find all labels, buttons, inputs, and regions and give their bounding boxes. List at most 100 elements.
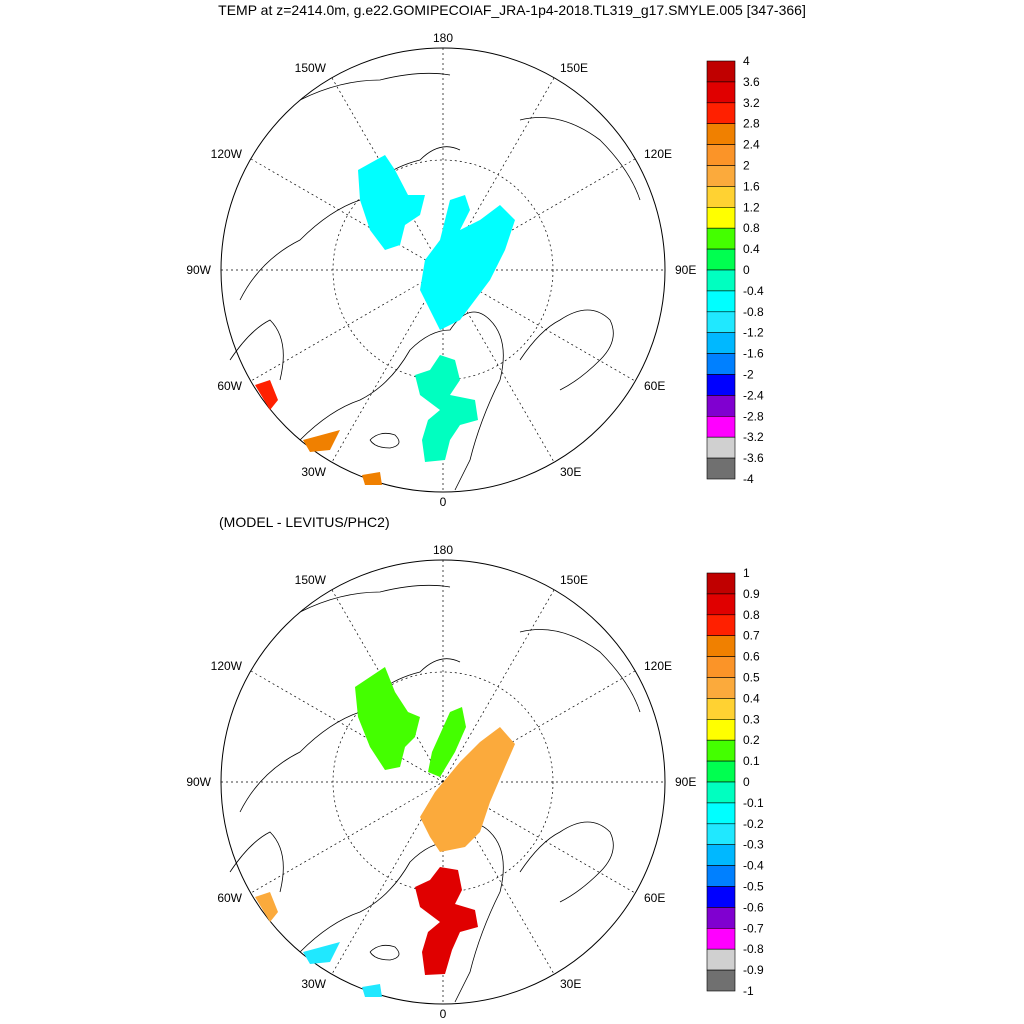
lon-label-90e: 90E xyxy=(675,263,696,277)
lon-label-180: 180 xyxy=(433,31,453,45)
field-region-beaufort xyxy=(358,155,425,250)
colorbar-label: 0.2 xyxy=(743,733,760,747)
colorbar-swatch xyxy=(706,635,736,657)
colorbar-label: -3.2 xyxy=(743,430,764,444)
colorbar-swatch xyxy=(706,374,736,396)
lon-label-60w: 60W xyxy=(217,379,242,393)
colorbar-label: -0.4 xyxy=(743,859,764,873)
coastlines xyxy=(229,72,641,491)
colorbar-label: 0.4 xyxy=(743,691,760,705)
diff-region-eurasian-basin xyxy=(420,727,515,852)
lon-label-150w: 150W xyxy=(295,61,327,75)
lon-labels: 180 0 90W 90E 150W 150E 120W 120E 60W 60… xyxy=(186,31,696,509)
colorbar-label: 0.8 xyxy=(743,221,760,235)
colorbar-swatch xyxy=(706,248,736,271)
colorbar-swatch xyxy=(706,886,736,908)
colorbar-label: 0.8 xyxy=(743,608,760,622)
field-region-eurasian-basin xyxy=(420,195,515,330)
lon-labels: 180 0 90W 90E 150W 150E 120W 120E 60W 60… xyxy=(186,543,696,1021)
diff-region-lomonosov xyxy=(428,707,466,777)
colorbar-swatch xyxy=(706,907,736,929)
diff-region-norwegian xyxy=(362,984,382,997)
colorbar-label: 2.4 xyxy=(743,138,760,152)
colorbar-label: -1.6 xyxy=(743,347,764,361)
lon-label-90w: 90W xyxy=(186,263,211,277)
colorbar-swatch xyxy=(706,144,736,166)
colorbar-swatch xyxy=(706,123,736,145)
colorbar-label: 0.7 xyxy=(743,629,760,643)
lon-label-30w: 30W xyxy=(301,465,326,479)
colorbar-swatch xyxy=(706,823,736,845)
lon-label-60e: 60E xyxy=(644,379,665,393)
diff-region-labrador xyxy=(255,892,278,922)
colorbar-swatch xyxy=(706,395,736,417)
colorbar-label: -2.8 xyxy=(743,409,764,423)
map-title: TEMP at z=2414.0m, g.e22.GOMIPECOIAF_JRA… xyxy=(218,2,806,18)
polar-map-bottom: 180 0 90W 90E 150W 150E 120W 120E 60W 60… xyxy=(186,543,764,1021)
colorbar-label: -0.8 xyxy=(743,305,764,319)
colorbar-swatch xyxy=(706,353,736,375)
colorbar-label: 2 xyxy=(743,159,750,173)
colorbar-label: 0.9 xyxy=(743,587,760,601)
colorbar-label: -4 xyxy=(743,472,754,486)
lon-label-120w: 120W xyxy=(211,147,243,161)
colorbar-label: 0.1 xyxy=(743,754,760,768)
colorbar-swatch xyxy=(706,207,736,229)
colorbar-label: -0.2 xyxy=(743,817,764,831)
polar-map-top: 180 0 90W 90E 150W 150E 120W 120E 60W 60… xyxy=(186,31,764,509)
colorbar-label: 0 xyxy=(743,775,750,789)
lon-label-120e: 120E xyxy=(644,659,672,673)
lon-label-120w: 120W xyxy=(211,659,243,673)
colorbar-swatch xyxy=(706,739,736,762)
colorbar-swatch xyxy=(706,81,736,104)
colorbar-swatch xyxy=(706,969,736,992)
colorbar-label: 0.3 xyxy=(743,712,760,726)
colorbar-label: -0.1 xyxy=(743,796,764,810)
colorbar-swatch xyxy=(706,719,736,741)
colorbar-label: -0.6 xyxy=(743,900,764,914)
colorbar-swatch xyxy=(706,781,736,804)
colorbar-label: -0.9 xyxy=(743,963,764,977)
colorbar-label: 1.6 xyxy=(743,179,760,193)
colorbar-label: 3.2 xyxy=(743,96,760,110)
colorbar-label: -0.7 xyxy=(743,921,764,935)
lon-label-0: 0 xyxy=(440,1007,447,1021)
temperature-field xyxy=(255,155,515,485)
colorbar-label: 1 xyxy=(743,566,750,580)
colorbar-swatch xyxy=(706,614,736,637)
colorbar-swatch xyxy=(706,436,736,459)
lon-label-60e: 60E xyxy=(644,891,665,905)
colorbar-label: -1.2 xyxy=(743,326,764,340)
colorbar-label: 2.8 xyxy=(743,117,760,131)
colorbar-swatch xyxy=(706,927,736,950)
colorbar-label: -2 xyxy=(743,368,754,382)
colorbar-label: 4 xyxy=(743,54,750,68)
diff-region-greenland-sea xyxy=(303,942,340,964)
colorbar: 1 0.9 0.8 0.7 0.6 0.5 0.4 0.3 0.2 0.1 0 -0.1 -0.2 -0.… xyxy=(706,566,764,998)
colorbar-swatch xyxy=(706,457,736,480)
colorbar-label: -0.4 xyxy=(743,284,764,298)
colorbar-label: 0.4 xyxy=(743,242,760,256)
field-region-fram-strait xyxy=(415,355,478,462)
colorbar-label: 0.6 xyxy=(743,650,760,664)
temperature-difference-field xyxy=(255,667,515,997)
map-subtitle: (MODEL - LEVITUS/PHC2) xyxy=(219,514,390,530)
colorbar-swatch xyxy=(706,677,736,699)
colorbar-label: 0.5 xyxy=(743,671,760,685)
colorbar-swatch xyxy=(706,60,736,83)
lon-label-120e: 120E xyxy=(644,147,672,161)
colorbar-label: -3.6 xyxy=(743,451,764,465)
field-region-greenland-sea xyxy=(303,430,340,452)
colorbar-label: -2.4 xyxy=(743,388,764,402)
colorbar-swatch xyxy=(706,227,736,250)
diff-region-beaufort xyxy=(355,667,420,770)
coastlines xyxy=(229,584,641,1003)
colorbar-swatch xyxy=(706,415,736,438)
colorbar-swatch xyxy=(706,656,736,678)
lon-label-30e: 30E xyxy=(560,465,581,479)
lon-label-60w: 60W xyxy=(217,891,242,905)
colorbar-label: -0.8 xyxy=(743,942,764,956)
diff-region-fram-strait xyxy=(415,867,478,975)
colorbar-label: 0 xyxy=(743,263,750,277)
colorbar-swatch xyxy=(706,311,736,333)
